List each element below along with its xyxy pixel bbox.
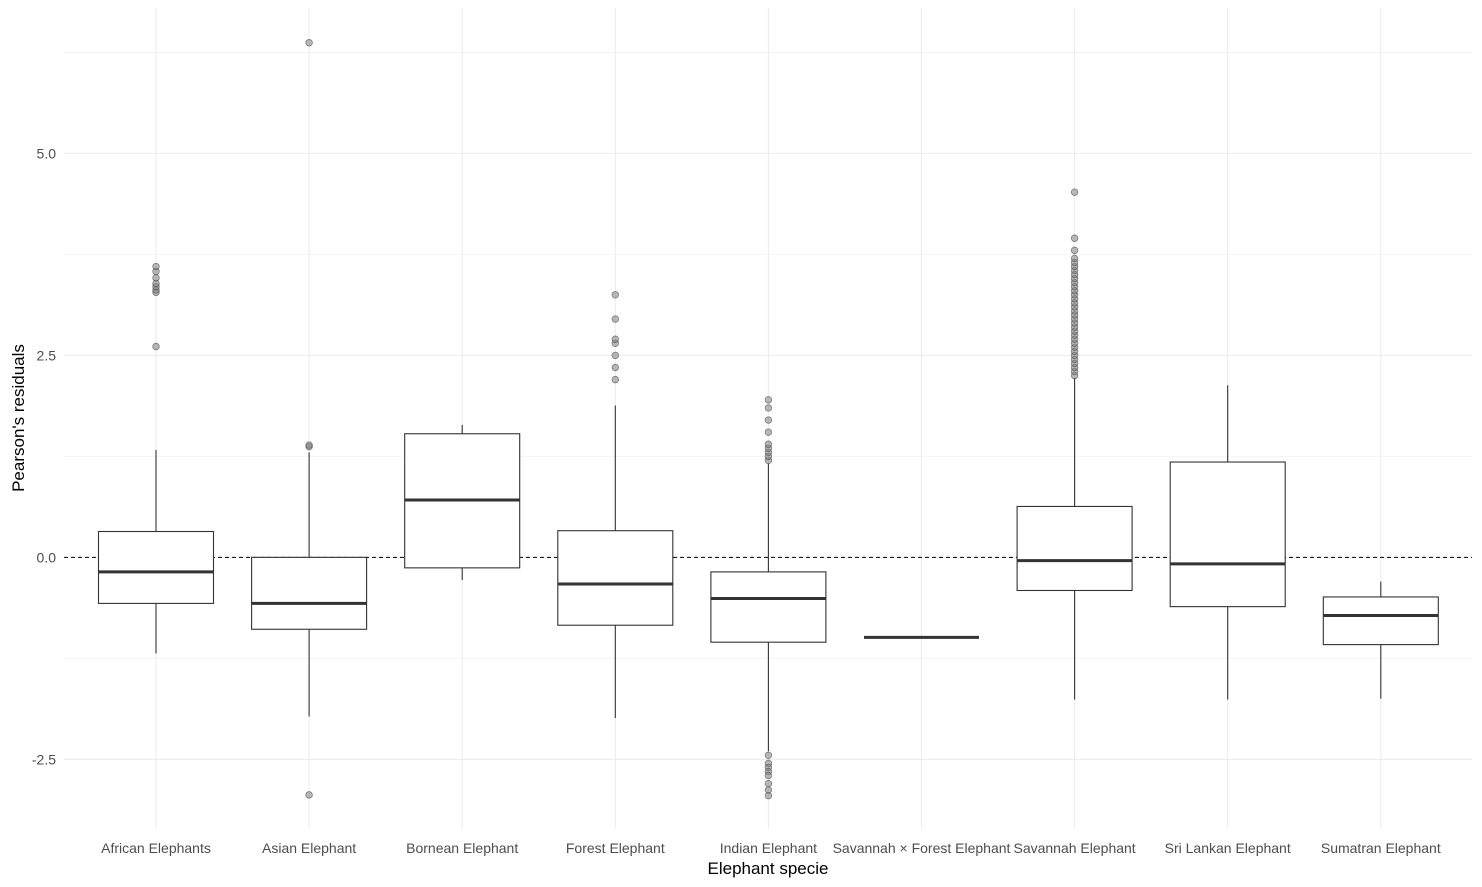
outlier-point <box>152 274 160 282</box>
y-tick-label: 5.0 <box>37 145 57 161</box>
x-axis-tick-labels: African Elephants Asian Elephant Bornean E… <box>101 840 1441 856</box>
outlier-point <box>611 291 619 299</box>
x-tick-label: Savannah Elephant <box>1013 840 1135 856</box>
box-iqr <box>251 556 368 630</box>
outlier-point <box>152 342 160 351</box>
outlier-point <box>1070 188 1079 196</box>
box-iqr <box>557 530 674 626</box>
box-iqr <box>97 530 215 604</box>
outlier-point <box>611 363 619 372</box>
x-tick-label: Sri Lankan Elephant <box>1165 840 1291 856</box>
y-tick-label: 2.5 <box>37 347 57 363</box>
outlier-point <box>611 335 619 343</box>
outlier-point <box>764 404 773 412</box>
outlier-point <box>611 315 619 323</box>
outlier-point <box>764 396 773 404</box>
y-axis-title: Pearson's residuals <box>9 344 28 492</box>
x-tick-label: Indian Elephant <box>720 840 817 856</box>
box-iqr <box>1169 461 1286 608</box>
outlier-point <box>764 771 773 780</box>
box-group <box>1322 581 1439 699</box>
outlier-point <box>764 428 773 436</box>
outlier-point <box>611 351 619 360</box>
box-group <box>97 262 215 654</box>
outlier-point <box>611 375 619 384</box>
outlier-point <box>305 791 313 799</box>
x-axis-title: Elephant specie <box>708 859 829 878</box>
x-tick-label: Forest Elephant <box>566 840 665 856</box>
box-group <box>557 291 674 719</box>
outlier-point <box>305 39 313 47</box>
box-group <box>710 396 827 800</box>
x-tick-label: Savannah × Forest Elephant <box>833 840 1011 856</box>
box-iqr <box>710 571 827 643</box>
box-iqr <box>1016 505 1133 592</box>
box-group <box>1169 385 1286 700</box>
box-group <box>251 39 368 799</box>
box-iqr <box>1322 596 1439 646</box>
box-group <box>1016 188 1133 700</box>
outlier-point <box>1070 234 1079 242</box>
boxes <box>97 39 1439 800</box>
y-axis-tick-labels: -2.5 0.0 2.5 5.0 <box>32 145 56 767</box>
outlier-point <box>152 262 160 271</box>
outlier-point <box>764 416 773 424</box>
x-tick-label: Bornean Elephant <box>406 840 518 856</box>
x-tick-label: Asian Elephant <box>262 840 356 856</box>
outlier-point <box>1070 246 1079 255</box>
x-tick-label: African Elephants <box>101 840 211 856</box>
y-tick-label: 0.0 <box>37 549 57 565</box>
x-tick-label: Sumatran Elephant <box>1321 840 1441 856</box>
outlier-point <box>1070 254 1079 263</box>
outlier-point <box>764 779 773 788</box>
outlier-point <box>764 440 773 448</box>
box-group <box>404 424 521 580</box>
outlier-point <box>764 791 773 800</box>
y-tick-label: -2.5 <box>32 751 56 767</box>
outlier-point <box>764 751 773 759</box>
outlier-point <box>305 441 313 449</box>
